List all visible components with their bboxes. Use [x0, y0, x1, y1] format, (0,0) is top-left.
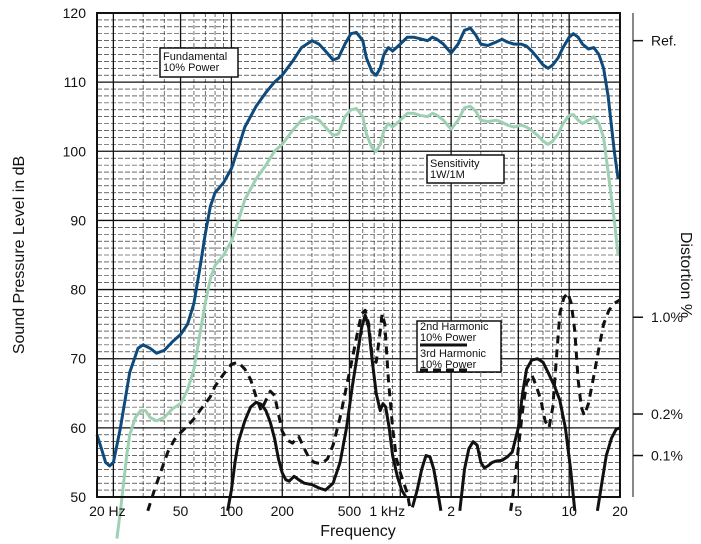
series-line-3	[595, 426, 621, 512]
y-tick-label: 80	[70, 282, 86, 298]
y-tick-label: 100	[63, 143, 87, 159]
y2-tick-label: Ref.	[651, 33, 677, 49]
harmonics-label-line: 2nd Harmonic	[420, 321, 489, 333]
harmonics-label-line: 10% Power	[420, 332, 477, 344]
series-line-3	[458, 357, 577, 511]
x-tick-label: 50	[173, 503, 189, 519]
y-tick-label: 110	[64, 74, 87, 90]
series-layer	[95, 26, 621, 539]
sensitivity-label-line: Sensitivity	[430, 158, 480, 170]
y2-axis-label: Distortion %	[677, 232, 694, 318]
y2-tick-label: 1.0%	[651, 309, 683, 325]
y2-tick-label: 0.2%	[651, 406, 683, 422]
x-tick-label: 10	[561, 503, 577, 519]
series-line-1	[95, 26, 620, 468]
fundamental-box-frame	[159, 47, 239, 78]
y-tick-label: 120	[63, 5, 87, 21]
sensitivity-label-line: 1W/1M	[430, 169, 465, 181]
x-tick-label: 500	[338, 503, 362, 519]
x-tick-label: 200	[271, 503, 295, 519]
series-line-4	[509, 291, 621, 512]
fundamental-label-line: Fundamental	[163, 51, 227, 63]
harmonics-label-line: 3rd Harmonic	[420, 348, 487, 360]
x-tick-label: 20	[612, 503, 628, 519]
x-tick-label: 2	[447, 503, 455, 519]
series-line-4	[146, 308, 412, 512]
sensitivity-box-frame	[426, 154, 505, 184]
y-axis-label: Sound Pressure Level in dB	[11, 156, 28, 354]
x-tick-label: 5	[514, 503, 522, 519]
y-tick-label: 60	[70, 420, 86, 436]
series-line-2	[115, 104, 620, 539]
y-tick-label: 70	[70, 351, 86, 367]
y-tick-label: 50	[70, 489, 86, 505]
y-tick-label: 90	[70, 212, 86, 228]
plot-frame	[96, 12, 621, 498]
x-tick-label: 100	[220, 503, 244, 519]
harmonics-label-line: 10% Power	[420, 359, 477, 371]
x-axis-label: Frequency	[320, 523, 396, 540]
y2-tick-label: 0.1%	[651, 448, 683, 464]
x-tick-label: 1 kHz	[369, 503, 405, 519]
fundamental-label-line: 10% Power	[163, 62, 220, 74]
grid	[97, 12, 621, 498]
x-tick-label: 20 Hz	[89, 503, 126, 519]
series-line-3	[410, 454, 443, 512]
